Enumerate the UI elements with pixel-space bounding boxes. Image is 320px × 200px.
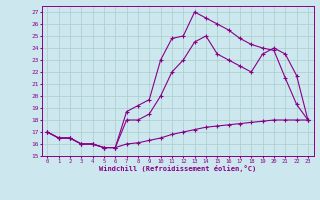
- X-axis label: Windchill (Refroidissement éolien,°C): Windchill (Refroidissement éolien,°C): [99, 165, 256, 172]
